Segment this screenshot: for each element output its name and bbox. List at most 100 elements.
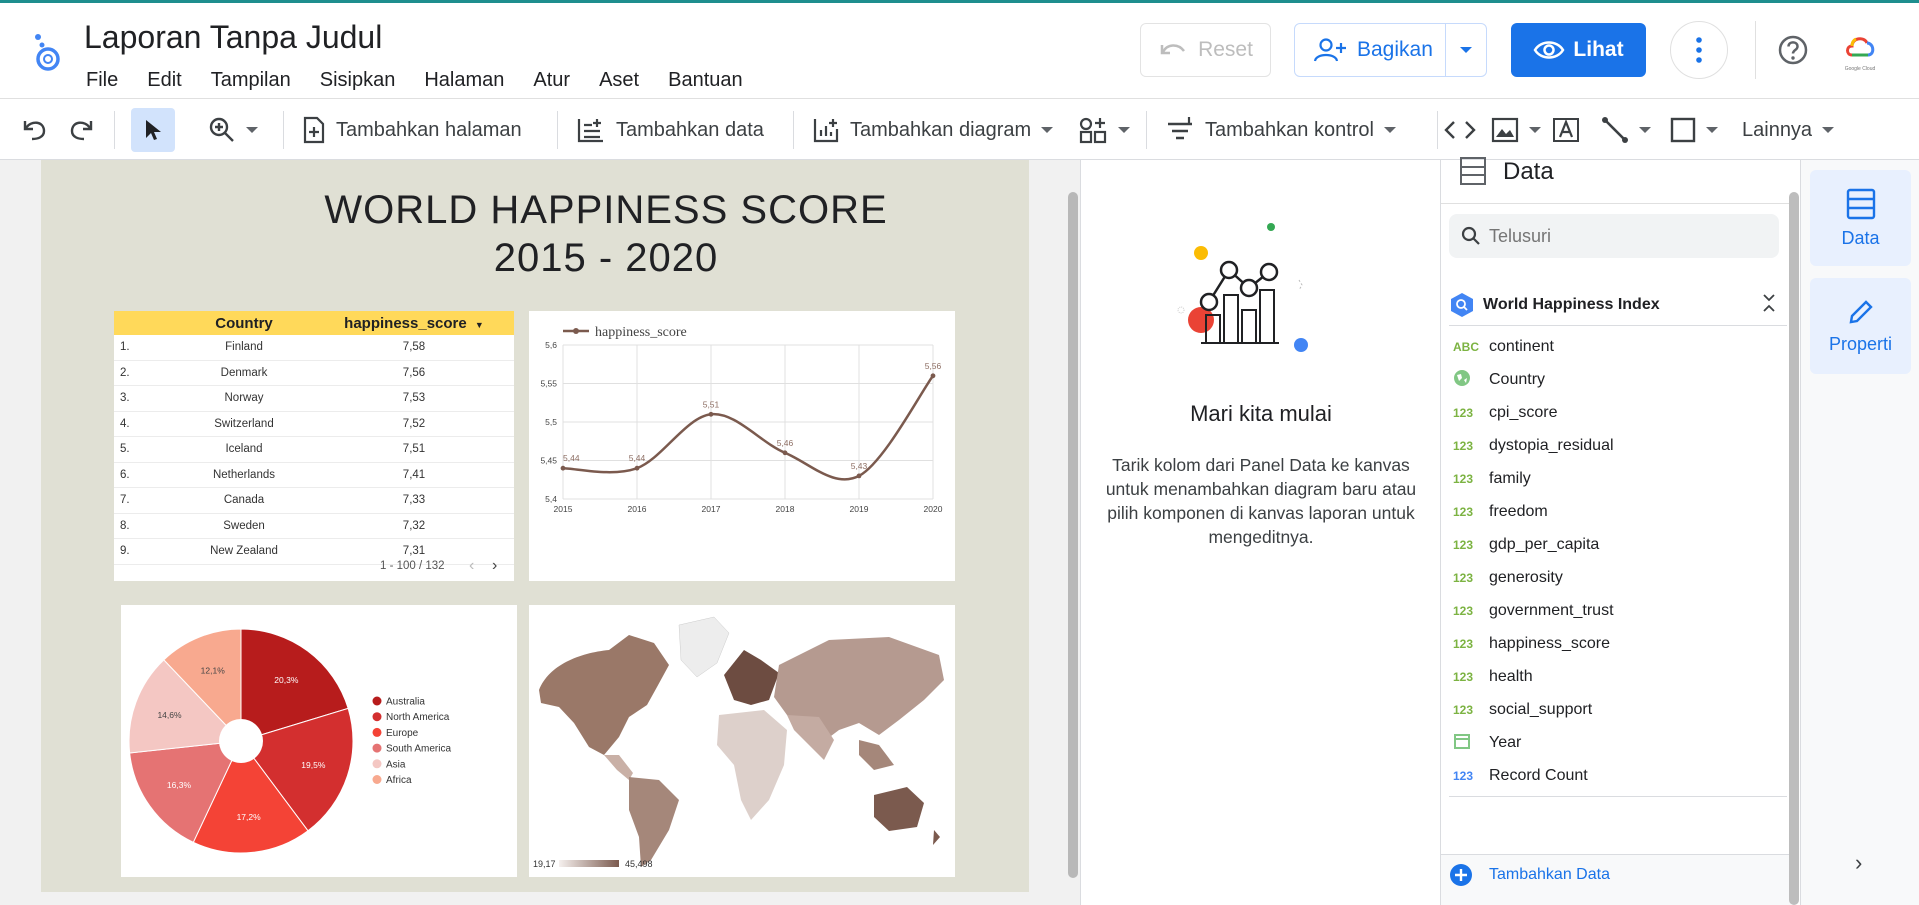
search-input[interactable] <box>1489 225 1749 247</box>
legend-label: South America <box>386 744 451 755</box>
embed-code-icon[interactable] <box>1444 119 1476 141</box>
map-region-europe[interactable] <box>724 650 779 705</box>
map-region-africa[interactable] <box>717 710 787 820</box>
field-item[interactable]: 123 cpi_score <box>1449 396 1787 429</box>
canvas-scrollbar[interactable] <box>1068 192 1078 878</box>
add-chart-icon <box>813 119 839 143</box>
row-number: 8. <box>120 519 130 532</box>
table-row[interactable]: 7. Canada 7,33 <box>114 488 514 514</box>
map-region-north-america[interactable] <box>539 635 669 755</box>
share-dropdown-button[interactable] <box>1446 47 1486 53</box>
google-cloud-logo[interactable]: Google Cloud <box>1840 33 1880 77</box>
column-header-score[interactable]: happiness_score ▼ <box>344 314 484 332</box>
row-score: 7,52 <box>402 417 426 430</box>
field-item[interactable]: Country <box>1449 363 1787 396</box>
shape-button[interactable] <box>1670 99 1718 161</box>
field-item[interactable]: Year <box>1449 726 1787 759</box>
add-page-button[interactable]: Tambahkan halaman <box>302 99 522 161</box>
data-panel-scrollbar[interactable] <box>1789 192 1799 905</box>
menu-file[interactable]: File <box>86 69 119 91</box>
map-region-new-zealand[interactable] <box>933 830 940 845</box>
map-region-greenland[interactable] <box>678 616 730 678</box>
undo-icon[interactable] <box>20 117 48 143</box>
field-item[interactable]: 123 government_trust <box>1449 594 1787 627</box>
map-region-central-america[interactable] <box>604 755 633 780</box>
map-region-south-america[interactable] <box>629 777 679 867</box>
field-item[interactable]: 123 health <box>1449 660 1787 693</box>
redo-icon[interactable] <box>68 117 96 143</box>
menu-arrange[interactable]: Atur <box>533 69 571 91</box>
menu-insert[interactable]: Sisipkan <box>319 69 396 91</box>
text-box-icon[interactable] <box>1552 117 1580 143</box>
expand-panel-icon[interactable]: › <box>1855 850 1863 875</box>
geo-field-icon <box>1449 369 1489 390</box>
field-item[interactable]: 123 family <box>1449 462 1787 495</box>
field-name: freedom <box>1489 502 1548 520</box>
collapse-chevron-icon[interactable] <box>1761 293 1777 313</box>
map-region-south-asia[interactable] <box>787 715 834 760</box>
rail-properties-label: Properti <box>1828 333 1893 354</box>
menu-view[interactable]: Tampilan <box>210 69 291 91</box>
map-region-southeast-asia[interactable] <box>859 740 894 770</box>
pencil-icon <box>1849 299 1873 323</box>
line-button[interactable] <box>1601 99 1651 161</box>
view-button[interactable]: Lihat <box>1511 23 1646 77</box>
x-tick-label: 2015 <box>554 504 573 514</box>
prev-page-icon[interactable]: ‹ <box>469 557 475 574</box>
field-name: government_trust <box>1489 601 1614 619</box>
zoom-button[interactable] <box>208 99 258 161</box>
field-item[interactable]: 123 happiness_score <box>1449 627 1787 660</box>
field-list: ABC continent Country 123 cpi_score 123 dystop… <box>1449 330 1787 792</box>
menu-help[interactable]: Bantuan <box>668 69 743 91</box>
table-row[interactable]: 5. Iceland 7,51 <box>114 437 514 463</box>
data-panel-icon <box>1460 157 1486 185</box>
geo-map-card[interactable]: 19,17 45,498 <box>529 605 955 877</box>
table-row[interactable]: 9. New Zealand 7,31 <box>114 539 514 565</box>
table-row[interactable]: 4. Switzerland 7,52 <box>114 412 514 437</box>
report-page[interactable]: WORLD HAPPINESS SCORE 2015 - 2020 Countr… <box>41 160 1029 892</box>
table-row[interactable]: 8. Sweden 7,32 <box>114 514 514 539</box>
country-table[interactable]: Country happiness_score ▼ 1. Finland 7,58 2… <box>114 311 514 581</box>
table-row[interactable]: 3. Norway 7,53 <box>114 386 514 412</box>
field-item[interactable]: 123 social_support <box>1449 693 1787 726</box>
rail-properties-button[interactable]: Properti <box>1810 278 1911 374</box>
map-region-australia[interactable] <box>874 787 924 831</box>
field-item[interactable]: 123 gdp_per_capita <box>1449 528 1787 561</box>
help-icon[interactable] <box>1777 34 1809 66</box>
undo-reset-icon <box>1160 44 1186 55</box>
table-row[interactable]: 6. Netherlands 7,41 <box>114 463 514 488</box>
next-page-icon[interactable]: › <box>492 557 498 574</box>
menu-resource[interactable]: Aset <box>599 69 640 91</box>
share-button[interactable]: Bagikan <box>1295 24 1447 76</box>
menu-edit[interactable]: Edit <box>147 69 182 91</box>
reset-button[interactable]: Reset <box>1140 23 1271 77</box>
field-item[interactable]: 123 freedom <box>1449 495 1787 528</box>
pie-chart-card[interactable]: 20,3% 19,5% 17,2% 16,3% 14,6% 12,1% Australia N… <box>121 605 517 877</box>
table-row[interactable]: 1. Finland 7,58 <box>114 335 514 361</box>
field-item[interactable]: ABC continent <box>1449 330 1787 363</box>
add-data-button[interactable]: Tambahkan data <box>576 99 764 161</box>
field-search[interactable] <box>1449 214 1779 258</box>
field-item[interactable]: 123 Record Count <box>1449 759 1787 792</box>
menu-page[interactable]: Halaman <box>424 69 505 91</box>
select-tool-button[interactable] <box>131 108 175 152</box>
looker-studio-logo-icon[interactable] <box>28 31 64 73</box>
field-item[interactable]: 123 dystopia_residual <box>1449 429 1787 462</box>
more-options-button[interactable] <box>1670 21 1728 79</box>
add-chart-button[interactable]: Tambahkan diagram <box>812 99 1054 161</box>
add-data-link[interactable]: Tambahkan Data <box>1449 863 1610 887</box>
report-heading[interactable]: WORLD HAPPINESS SCORE 2015 - 2020 <box>221 186 991 282</box>
add-control-button[interactable]: Tambahkan kontrol <box>1165 99 1396 161</box>
field-item[interactable]: 123 generosity <box>1449 561 1787 594</box>
column-header-country[interactable]: Country <box>215 314 273 332</box>
table-row[interactable]: 2. Denmark 7,56 <box>114 361 514 386</box>
datasource-header[interactable]: World Happiness Index <box>1449 284 1787 326</box>
more-button[interactable]: Lainnya <box>1742 99 1835 161</box>
image-button[interactable] <box>1491 99 1541 161</box>
rail-data-button[interactable]: Data <box>1810 170 1911 266</box>
community-viz-button[interactable] <box>1078 99 1130 161</box>
report-title-field[interactable]: Laporan Tanpa Judul <box>84 19 383 55</box>
line-chart-card[interactable]: 5,4 5,45 5,5 5,55 5,6 2015 2016 2017 2018 2019 202… <box>529 311 955 581</box>
field-name: continent <box>1489 337 1554 355</box>
row-number: 4. <box>120 417 130 430</box>
